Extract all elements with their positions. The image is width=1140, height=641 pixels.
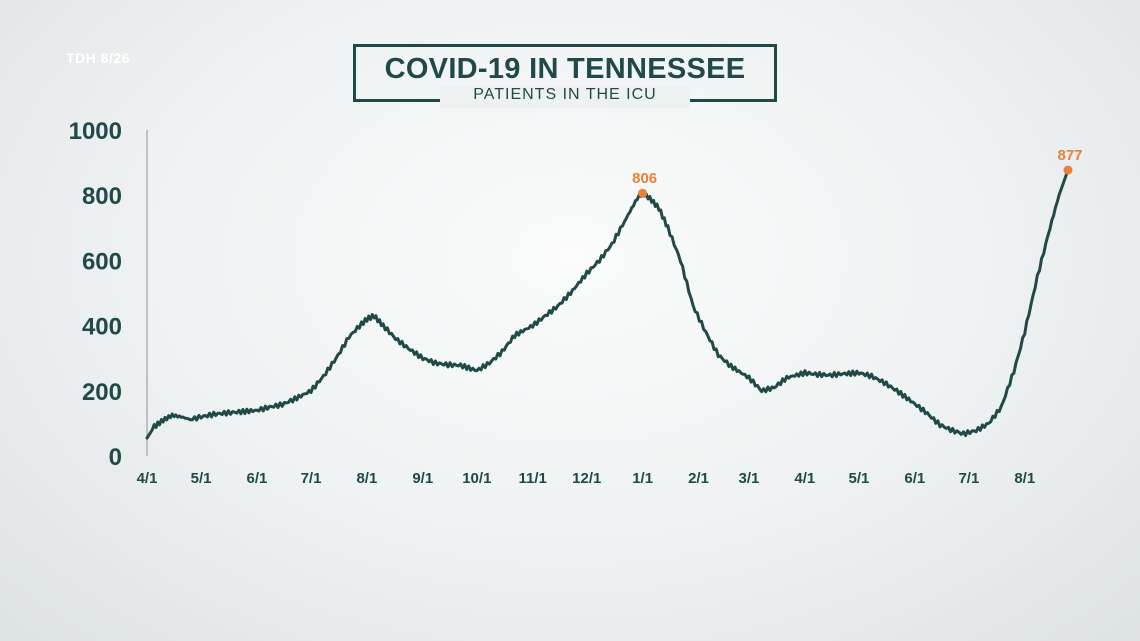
x-tick-label: 12/1 [572,470,601,487]
y-tick-label: 200 [82,379,122,406]
x-tick-label: 10/1 [462,470,491,487]
x-tick-label: 9/1 [412,470,433,487]
x-tick-label: 6/1 [247,470,268,487]
y-tick-label: 400 [82,314,122,341]
annotation-label: 806 [632,170,657,187]
x-tick-label: 8/1 [356,470,377,487]
y-tick-label: 800 [82,183,122,210]
x-tick-label: 5/1 [191,470,212,487]
y-tick-label: 0 [109,444,122,471]
annotation-label: 877 [1057,147,1082,164]
x-tick-label: 7/1 [958,470,979,487]
chart-title: COVID-19 IN TENNESSEE [384,53,746,85]
annotation-dot [638,188,648,198]
y-tick-label: 600 [82,248,122,275]
y-tick-labels: 0 200 400 600 800 1000 [69,118,122,471]
annotations: 806 877 [632,147,1083,198]
chart-subtitle: PATIENTS IN THE ICU [440,86,690,108]
source-label: TDH 8/26 [66,50,130,66]
x-tick-label: 2/1 [688,470,709,487]
x-tick-label: 4/1 [794,470,815,487]
x-tick-labels: 4/1 5/1 6/1 7/1 8/1 9/1 10/1 11/1 12/1 1/1 2/1 3/1 4… [137,470,1036,487]
x-tick-label: 11/1 [519,470,547,487]
y-tick-label: 1000 [69,118,122,145]
x-tick-label: 1/1 [632,470,653,487]
x-tick-label: 8/1 [1014,470,1035,487]
series-line-icu-patients [145,168,1070,440]
x-tick-label: 6/1 [904,470,925,487]
x-tick-label: 7/1 [301,470,322,487]
x-tick-label: 4/1 [137,470,158,487]
annotation-dot [1063,165,1073,175]
x-tick-label: 3/1 [739,470,760,487]
x-tick-label: 5/1 [848,470,869,487]
